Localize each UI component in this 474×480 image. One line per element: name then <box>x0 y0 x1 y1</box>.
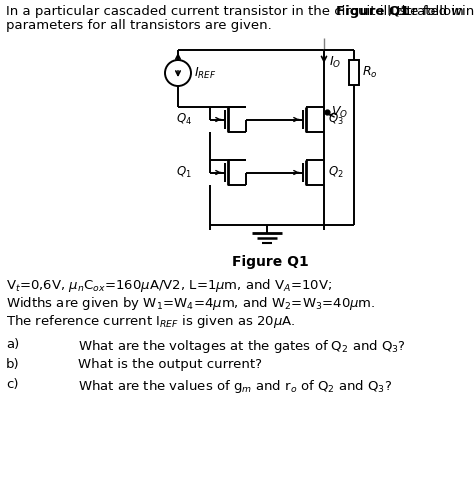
Text: Figure Q1: Figure Q1 <box>336 5 410 18</box>
Text: , the following: , the following <box>388 5 474 18</box>
Text: $V_O$: $V_O$ <box>331 105 348 120</box>
Bar <box>349 60 359 85</box>
Text: parameters for all transistors are given.: parameters for all transistors are given… <box>6 19 272 32</box>
Text: $I_{REF}$: $I_{REF}$ <box>194 65 217 81</box>
Text: What is the output current?: What is the output current? <box>78 358 262 371</box>
Text: $Q_4$: $Q_4$ <box>176 112 192 127</box>
Text: $Q_3$: $Q_3$ <box>328 112 344 127</box>
Text: Widths are given by W$_1$=W$_4$=4$\mu$m, and W$_2$=W$_3$=40$\mu$m.: Widths are given by W$_1$=W$_4$=4$\mu$m,… <box>6 295 375 312</box>
Text: a): a) <box>6 338 19 351</box>
Text: b): b) <box>6 358 19 371</box>
Text: $Q_2$: $Q_2$ <box>328 165 344 180</box>
Text: What are the values of g$_m$ and r$_o$ of Q$_2$ and Q$_3$?: What are the values of g$_m$ and r$_o$ o… <box>78 378 392 395</box>
Text: What are the voltages at the gates of Q$_2$ and Q$_3$?: What are the voltages at the gates of Q$… <box>78 338 406 355</box>
Text: Figure Q1: Figure Q1 <box>232 255 309 269</box>
Text: $Q_1$: $Q_1$ <box>176 165 192 180</box>
Text: $I_O$: $I_O$ <box>329 55 341 70</box>
Text: The reference current I$_{REF}$ is given as 20$\mu$A.: The reference current I$_{REF}$ is given… <box>6 313 295 330</box>
Text: c): c) <box>6 378 18 391</box>
Text: $R_o$: $R_o$ <box>362 65 378 80</box>
Text: In a particular cascaded current transistor in the circuit illustrated in: In a particular cascaded current transis… <box>6 5 468 18</box>
Text: V$_t$=0,6V, $\mu_n$C$_{ox}$=160$\mu$A/V2, L=1$\mu$m, and V$_A$=10V;: V$_t$=0,6V, $\mu_n$C$_{ox}$=160$\mu$A/V2… <box>6 277 332 294</box>
